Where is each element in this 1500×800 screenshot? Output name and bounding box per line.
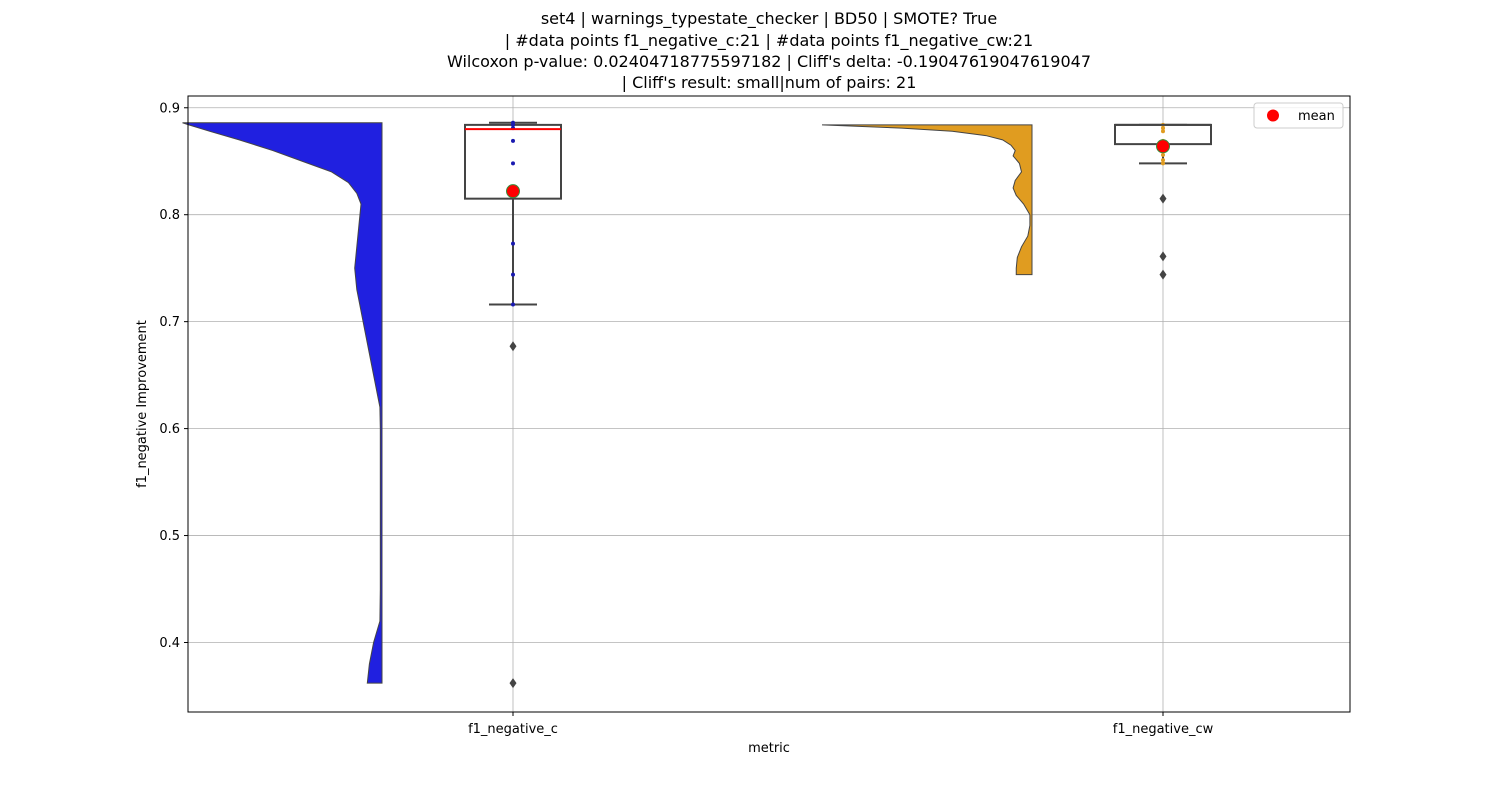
y-axis-ticks: 0.4 0.5 0.6 0.7 0.8 0.9: [159, 101, 188, 651]
outlier-marker: [509, 341, 517, 352]
data-point: [1161, 152, 1165, 157]
data-point: [511, 241, 515, 246]
violin-f1-negative-cw: [821, 124, 1033, 276]
y-tick-label: 0.6: [159, 422, 180, 437]
title-line-4: | Cliff's result: small|num of pairs: 21: [622, 73, 917, 92]
data-point: [1161, 158, 1165, 163]
title-line-1: set4 | warnings_typestate_checker | BD50…: [541, 9, 997, 29]
outlier-marker: [1159, 251, 1167, 262]
x-tick-label: f1_negative_c: [468, 722, 558, 737]
mean-marker: [1156, 139, 1170, 154]
x-axis-label: metric: [748, 741, 790, 756]
y-tick-label: 0.9: [159, 101, 180, 116]
outlier-marker: [509, 678, 517, 689]
legend-mean-label: mean: [1298, 109, 1335, 124]
data-point: [511, 161, 515, 166]
data-point: [1161, 161, 1165, 166]
y-tick-label: 0.8: [159, 208, 180, 223]
y-axis-label: f1_negative Improvement: [135, 320, 150, 488]
chart-title: set4 | warnings_typestate_checker | BD50…: [447, 9, 1091, 92]
boxplot-f1-negative-cw: [1114, 122, 1212, 280]
y-tick-label: 0.5: [159, 529, 180, 544]
data-point: [511, 138, 515, 143]
legend-box: [1253, 102, 1344, 129]
outlier-marker: [1159, 193, 1167, 204]
data-point: [511, 302, 515, 307]
data-point: [1161, 129, 1165, 134]
legend: mean: [1253, 102, 1344, 129]
x-axis-ticks: f1_negative_c f1_negative_cw: [468, 712, 1214, 737]
title-line-3: Wilcoxon p-value: 0.02404718775597182 | …: [447, 52, 1091, 71]
y-tick-label: 0.4: [159, 636, 180, 651]
violins: [182, 122, 1033, 684]
x-tick-label: f1_negative_cw: [1113, 722, 1214, 737]
data-point: [511, 272, 515, 277]
data-point: [511, 122, 515, 127]
violin-f1-negative-c: [182, 122, 383, 684]
boxplots: [464, 120, 1212, 689]
outlier-marker: [1159, 269, 1167, 280]
y-tick-label: 0.7: [159, 315, 180, 330]
legend-mean-marker: [1267, 109, 1279, 122]
title-line-2: | #data points f1_negative_c:21 | #data …: [505, 31, 1033, 51]
boxplot-f1-negative-c: [464, 120, 562, 689]
mean-marker: [506, 184, 520, 199]
plot-frame: [187, 95, 1351, 713]
data-point: [1161, 126, 1165, 131]
